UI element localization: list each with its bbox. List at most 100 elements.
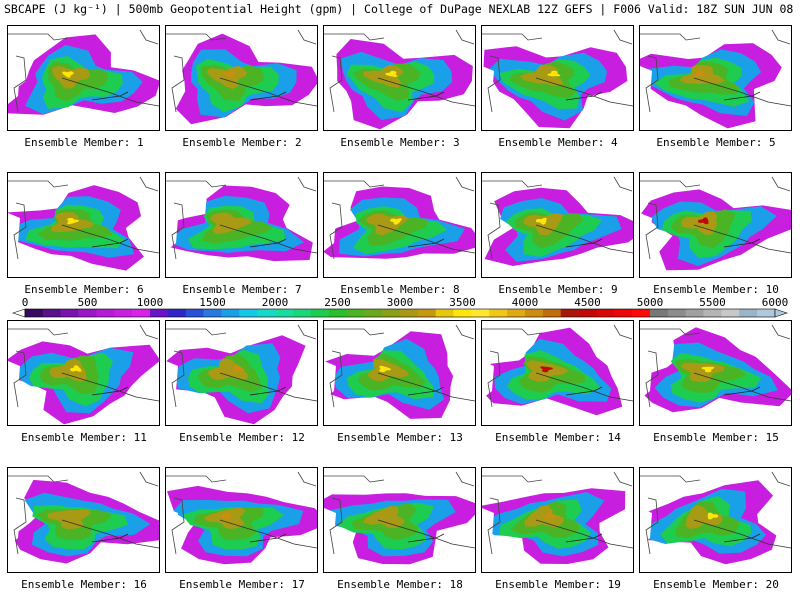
- colorbar-swatch: [132, 309, 151, 317]
- coastline: [249, 533, 287, 543]
- colorbar-swatch: [185, 309, 204, 317]
- ensemble-member-label: Ensemble Member: 11: [21, 431, 147, 444]
- cape-contour-region: [707, 512, 719, 520]
- border-line: [455, 324, 475, 340]
- border-line: [377, 519, 475, 549]
- coastline: [91, 238, 129, 248]
- colorbar-swatch: [346, 309, 365, 317]
- colorbar-swatch: [417, 309, 437, 317]
- ensemble-member-label: Ensemble Member: 4: [498, 136, 618, 149]
- colorbar-tick-label: 1500: [199, 296, 226, 309]
- ensemble-member-label: Ensemble Member: 19: [495, 578, 621, 591]
- colorbar-tick-label: 3000: [387, 296, 414, 309]
- border-line: [455, 471, 475, 487]
- no-cape-area: [750, 173, 791, 195]
- border-line: [297, 29, 317, 45]
- colorbar-tick-label: 0: [22, 296, 29, 309]
- colorbar-tick-label: 6000: [762, 296, 789, 309]
- colorbar-swatch: [150, 309, 169, 317]
- border-line: [645, 202, 659, 260]
- border-line: [219, 77, 317, 107]
- coastline: [565, 238, 603, 248]
- ensemble-member-label: Ensemble Member: 6: [24, 283, 144, 296]
- border-line: [640, 328, 701, 336]
- border-line: [482, 328, 543, 336]
- colorbar-tick-label: 2500: [324, 296, 351, 309]
- border-line: [13, 202, 27, 260]
- border-line: [171, 350, 185, 408]
- coastline: [565, 91, 603, 101]
- ensemble-member-map: [165, 320, 318, 426]
- no-cape-area: [434, 173, 475, 195]
- cape-contour-region: [535, 217, 547, 225]
- cape-contour-region: [524, 505, 564, 528]
- colorbar-swatch: [578, 309, 597, 317]
- colorbar-swatch: [96, 309, 115, 317]
- no-cape-area: [434, 26, 475, 48]
- cape-contour-region: [72, 513, 86, 520]
- cape-contour-region: [208, 358, 249, 381]
- coastline: [723, 238, 761, 248]
- cape-contour-region: [70, 365, 82, 372]
- colorbar-tick-label: 1000: [137, 296, 164, 309]
- border-line: [329, 350, 343, 408]
- border-line: [535, 372, 633, 402]
- border-line: [640, 33, 701, 41]
- ensemble-member-label: Ensemble Member: 13: [337, 431, 463, 444]
- colorbar-swatch: [292, 309, 312, 317]
- cape-contour-region: [384, 70, 398, 78]
- ensemble-member-label: Ensemble Member: 16: [21, 578, 147, 591]
- ensemble-member-map: [639, 25, 792, 131]
- border-line: [166, 328, 227, 336]
- colorbar-swatch: [42, 309, 62, 317]
- no-cape-area: [434, 468, 475, 490]
- cape-contour-region: [540, 366, 553, 373]
- colorbar-swatch: [167, 309, 187, 317]
- cape-field-map: [8, 321, 159, 425]
- border-line: [324, 328, 385, 336]
- ensemble-member-map: [323, 320, 476, 426]
- colorbar-swatch: [275, 309, 294, 317]
- border-line: [535, 519, 633, 549]
- colorbar-swatch: [114, 309, 133, 317]
- coastline: [407, 386, 445, 396]
- ensemble-member-label: Ensemble Member: 18: [337, 578, 463, 591]
- ensemble-member-map: [481, 467, 634, 573]
- border-line: [171, 497, 185, 555]
- cape-contour-region: [219, 512, 232, 520]
- border-line: [771, 471, 791, 487]
- coastline: [565, 533, 603, 543]
- cape-field-map: [482, 173, 633, 277]
- cape-field-map: [640, 321, 791, 425]
- cape-contour-region: [62, 71, 74, 78]
- no-cape-area: [482, 508, 494, 546]
- colorbar-swatch: [328, 309, 347, 317]
- border-line: [487, 55, 501, 113]
- no-cape-area: [640, 213, 652, 251]
- cape-contour-region: [232, 365, 245, 372]
- border-line: [645, 497, 659, 555]
- colorbar-swatch: [471, 309, 490, 317]
- ensemble-member-label: Ensemble Member: 20: [653, 578, 779, 591]
- ensemble-member-label: Ensemble Member: 15: [653, 431, 779, 444]
- ensemble-member-map: [481, 320, 634, 426]
- border-line: [693, 372, 791, 402]
- no-cape-area: [640, 508, 652, 546]
- border-line: [377, 372, 475, 402]
- cape-field-map: [324, 468, 475, 572]
- no-cape-area: [324, 508, 336, 546]
- border-line: [324, 33, 385, 41]
- cape-field-map: [324, 26, 475, 130]
- colorbar-swatch: [25, 309, 44, 317]
- cape-contour-region: [52, 65, 90, 89]
- cape-field-map: [482, 26, 633, 130]
- colorbar-swatch: [525, 309, 544, 317]
- border-line: [693, 77, 791, 107]
- border-line: [771, 176, 791, 192]
- cape-field-map: [166, 173, 317, 277]
- cape-field-map: [8, 26, 159, 130]
- cape-field-map: [482, 468, 633, 572]
- border-line: [139, 29, 159, 45]
- colorbar-swatch: [203, 309, 222, 317]
- no-cape-area: [750, 26, 791, 48]
